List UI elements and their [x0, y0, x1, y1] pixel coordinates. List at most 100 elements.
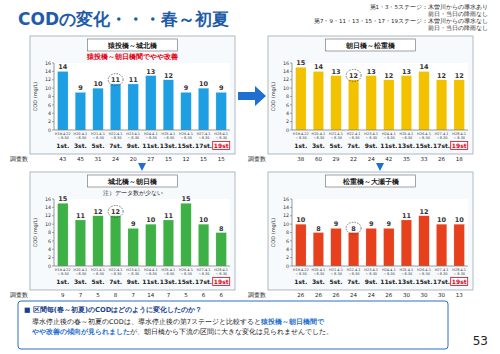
y-tick-label: 12 [283, 213, 289, 218]
count-label: 7 [167, 292, 171, 298]
note-line: 導水停止後の春～初夏のCODは、導水停止後の第7ステージと比較すると猿投橋～朝日… [32, 318, 325, 326]
boxed-highlight [213, 142, 230, 150]
note-line: やや改善の傾向が見られましたが、朝日橋から下流の区間に大きな変化は見られませんで… [31, 327, 333, 336]
legend-note: 前日・当日の降雨なし [428, 11, 488, 18]
bar [401, 220, 412, 266]
x-tick-label: 13st. [398, 278, 415, 285]
data-label: 12 [419, 208, 428, 216]
bar [181, 203, 192, 266]
bar [384, 80, 395, 130]
period-label: H23.4.1～8.30 [364, 268, 378, 276]
period-label: H20.4.1～8.30 [312, 268, 326, 276]
chart-title-box [88, 39, 178, 51]
period-line: ～8.30 [57, 272, 69, 276]
panel-frame [268, 172, 473, 290]
period-line: ～8.30 [401, 136, 413, 140]
bar [163, 220, 174, 266]
data-label: 11 [164, 212, 174, 220]
data-label: 12 [111, 208, 120, 216]
y-tick-label: 4 [48, 111, 51, 116]
bar [313, 233, 324, 267]
period-line: ～8.30 [145, 136, 157, 140]
x-tick-label: 15st. [415, 142, 432, 149]
slide-title: CODの変化・・・春～初夏 [18, 9, 229, 29]
y-tick-label: 2 [286, 119, 289, 124]
count-row-label: 調査数 [248, 155, 266, 162]
slide: CODの変化・・・春～初夏 第1・3・5ステージ：木曽川からの導水あり前日・当日の… [0, 0, 500, 354]
period-line: ～8.30 [365, 272, 377, 276]
bars [58, 71, 227, 130]
data-label: 9 [184, 84, 189, 92]
count-label: 6 [219, 292, 223, 298]
period-label: H26.4.1～8.30 [179, 268, 193, 276]
bar [110, 84, 121, 130]
x-tick-label: 15st. [177, 142, 194, 149]
count-label: 31 [95, 156, 102, 162]
y-tick-label: 0 [286, 128, 289, 133]
data-label: 9 [131, 220, 136, 228]
y-tick-label: 8 [48, 94, 51, 99]
period-line: ～8.30 [215, 272, 227, 276]
x-tick-label: 13st. [160, 142, 177, 149]
period-line: ～8.30 [198, 272, 210, 276]
period-label: H24.4.1～8.30 [144, 132, 158, 140]
count-label: 43 [59, 156, 66, 162]
y-tick-label: 0 [48, 128, 51, 133]
y-axis [292, 199, 293, 266]
period-line: ～8.30 [92, 136, 104, 140]
period-label: H25.4.1～8.30 [400, 268, 414, 276]
count-label: 24 [368, 292, 375, 298]
period-line: ～8.30 [418, 272, 430, 276]
x-axis [292, 130, 468, 131]
count-label: 30 [438, 292, 445, 298]
data-label: 9 [387, 220, 392, 228]
boxed-highlight [451, 142, 468, 150]
count-label: 13 [456, 292, 463, 298]
bar [198, 88, 209, 130]
x-tick-label: 19st [214, 142, 229, 149]
count-label: 26 [385, 292, 392, 298]
count-label: 38 [297, 156, 304, 162]
count-label: 7 [79, 292, 83, 298]
x-tick-label: 7st. [109, 278, 122, 285]
data-label: 11 [129, 76, 139, 84]
bar [296, 224, 307, 266]
bar [366, 76, 377, 130]
period-label: H21.4.1～8.30 [91, 268, 105, 276]
bar [128, 84, 139, 130]
x-tick-label: 19st [452, 142, 467, 149]
data-label: 9 [78, 84, 83, 92]
period-line: ～8.30 [313, 272, 325, 276]
period-label: H28.4.1～8.30 [452, 132, 466, 140]
y-tick-label: 2 [286, 255, 289, 260]
period-label: H22.4.1～8.30 [347, 268, 361, 276]
period-label: H23.4.1～8.30 [364, 132, 378, 140]
y-tick-label: 10 [45, 222, 51, 227]
chart-panel: 朝日橋～松重橋0246810121416COD (mg/L)1514131213… [248, 36, 473, 162]
period-line: ～8.30 [436, 272, 448, 276]
x-tick-label: 9st. [127, 278, 140, 285]
circle-highlight [346, 69, 361, 81]
y-tick-label: 10 [45, 86, 51, 91]
count-row-label: 調査数 [10, 155, 28, 162]
y-tick-label: 6 [48, 239, 51, 244]
period-line: ～8.30 [330, 272, 342, 276]
legend-note: 第1・3・5ステージ：木曽川からの導水あり [370, 3, 489, 11]
x-tick-label: 11st. [142, 278, 159, 285]
period-label: H20.4.1～8.30 [74, 268, 88, 276]
bars [296, 216, 465, 266]
y-tick-label: 16 [45, 197, 51, 202]
page-number: 53 [473, 334, 488, 348]
data-label: 11 [76, 212, 86, 220]
bar [216, 92, 227, 130]
x-tick-label: 19st [214, 278, 229, 285]
x-tick-label: 13st. [160, 278, 177, 285]
y-tick-label: 6 [48, 103, 51, 108]
period-label: H25.4.1～8.30 [162, 132, 176, 140]
period-label: H20.4.1～8.30 [312, 132, 326, 140]
x-tick-label: 3st. [74, 278, 87, 285]
bar [128, 228, 139, 266]
x-tick-label: 5st. [92, 142, 105, 149]
y-tick-label: 10 [283, 86, 289, 91]
period-label: H22.4.1～8.30 [109, 132, 123, 140]
